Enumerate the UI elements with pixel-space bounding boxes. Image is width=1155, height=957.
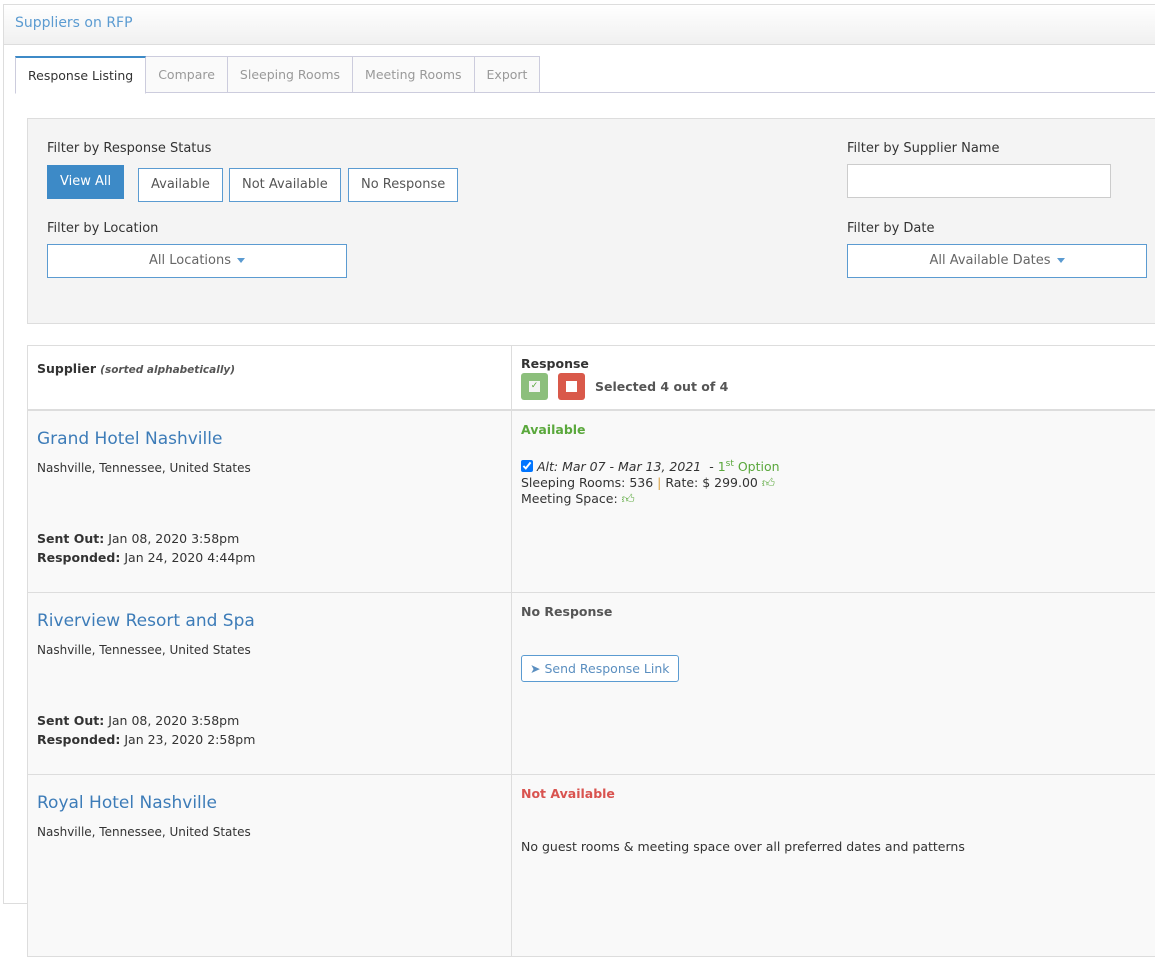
caret-down-icon (237, 258, 245, 263)
table-header: Supplier (sorted alphabetically) Respons… (28, 346, 1155, 411)
not-available-button[interactable]: Not Available (229, 168, 341, 202)
option-label: 1st Option (717, 459, 780, 475)
responded-date: Jan 24, 2020 4:44pm (124, 550, 256, 565)
suppliers-panel: Suppliers on RFP Response Listing Compar… (3, 4, 1155, 957)
responded-label: Responded: (37, 732, 121, 747)
table-row: Grand Hotel Nashville Nashville, Tenness… (28, 411, 1155, 593)
caret-down-icon (1056, 258, 1065, 263)
send-response-link-button[interactable]: ➤ Send Response Link (521, 655, 679, 682)
send-response-link-label: Send Response Link (544, 661, 670, 676)
status-available: Available (521, 422, 586, 437)
supplier-name-input[interactable] (847, 164, 1111, 198)
meeting-space: Meeting Space: (521, 491, 618, 507)
tab-response-listing[interactable]: Response Listing (15, 56, 147, 94)
supplier-name-link[interactable]: Royal Hotel Nashville (37, 793, 217, 813)
sent-date: Jan 08, 2020 3:58pm (108, 531, 240, 546)
status-filter-label: Filter by Response Status (47, 141, 212, 156)
supplier-name-link[interactable]: Riverview Resort and Spa (37, 611, 255, 631)
responded-label: Responded: (37, 550, 121, 565)
status-no-response: No Response (521, 604, 613, 619)
table-row: Riverview Resort and Spa Nashville, Tenn… (28, 593, 1155, 775)
date-dropdown[interactable]: All Available Dates (847, 244, 1147, 278)
sent-date: Jan 08, 2020 3:58pm (108, 713, 240, 728)
location-filter-label: Filter by Location (47, 221, 159, 236)
supplier-location: Nashville, Tennessee, United States (37, 643, 251, 657)
thumbs-up-icon: 👍︎ (621, 491, 635, 507)
response-header: Response (521, 356, 589, 371)
sent-label: Sent Out: (37, 531, 105, 546)
table-row: Royal Hotel Nashville Nashville, Tenness… (28, 775, 1155, 957)
filter-panel: Filter by Response Status View All Avail… (27, 118, 1155, 324)
checkbox-empty-icon (566, 381, 577, 392)
location-dropdown[interactable]: All Locations (47, 244, 347, 278)
tab-meeting-rooms[interactable]: Meeting Rooms (353, 56, 475, 93)
date-filter-label: Filter by Date (847, 221, 935, 236)
rate: Rate: $ 299.00 (665, 475, 758, 491)
supplier-location: Nashville, Tennessee, United States (37, 461, 251, 475)
tab-compare[interactable]: Compare (146, 56, 228, 93)
available-button[interactable]: Available (138, 168, 223, 202)
sort-note: (sorted alphabetically) (100, 364, 236, 376)
sent-label: Sent Out: (37, 713, 105, 728)
availability-note: No guest rooms & meeting space over all … (521, 839, 965, 854)
status-not-available: Not Available (521, 786, 615, 801)
paper-plane-icon: ➤ (530, 661, 541, 676)
panel-title: Suppliers on RFP (4, 5, 1155, 45)
selected-count: Selected 4 out of 4 (595, 379, 729, 394)
supplier-table: Supplier (sorted alphabetically) Respons… (27, 345, 1155, 957)
thumbs-up-icon: 👍︎ (761, 475, 775, 491)
tab-sleeping-rooms[interactable]: Sleeping Rooms (227, 56, 354, 93)
view-all-button[interactable]: View All (47, 165, 125, 199)
date-value: All Available Dates (929, 253, 1051, 268)
supplier-header: Supplier (37, 361, 97, 376)
checkbox-checked-icon: ✓ (529, 381, 540, 392)
option-checkbox[interactable] (521, 460, 533, 473)
supplier-name-link[interactable]: Grand Hotel Nashville (37, 429, 223, 449)
responded-date: Jan 23, 2020 2:58pm (124, 732, 256, 747)
tab-export[interactable]: Export (474, 56, 541, 93)
alt-dates: Alt: Mar 07 - Mar 13, 2021 (536, 459, 702, 475)
supplier-location: Nashville, Tennessee, United States (37, 825, 251, 839)
no-response-button[interactable]: No Response (348, 168, 459, 202)
supplier-filter-label: Filter by Supplier Name (847, 141, 1000, 156)
tab-bar: Response Listing Compare Sleeping Rooms … (15, 56, 1155, 94)
select-all-button[interactable]: ✓ (521, 373, 548, 400)
sleeping-rooms: Sleeping Rooms: 536 (521, 475, 654, 491)
deselect-all-button[interactable] (558, 373, 585, 400)
location-value: All Locations (148, 253, 231, 268)
